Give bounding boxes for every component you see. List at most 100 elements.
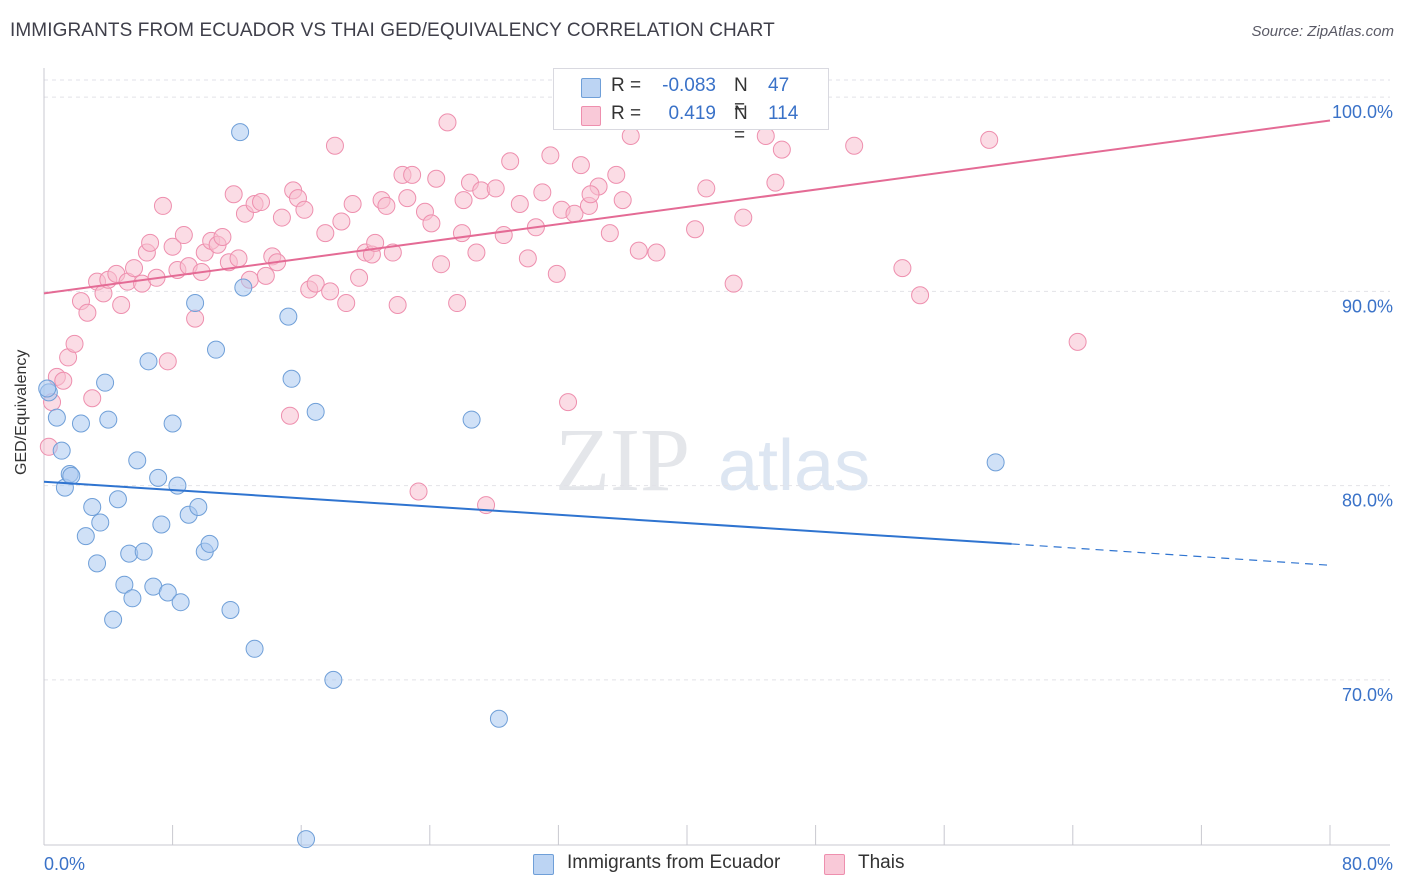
ecuador-point [91,513,110,532]
thai-point [734,208,753,227]
axes [43,68,1390,846]
thai-point [486,179,505,198]
thai-trend-line [43,119,1331,295]
ecuador-point [986,453,1005,472]
thai-point [398,189,417,208]
thai-point [153,196,172,215]
legend-r-value-thai: 0.419 [668,103,716,124]
ecuador-point [62,466,81,485]
ecuador-point [104,610,123,629]
thai-point [756,126,775,145]
thai-point [621,126,640,145]
legend-r-label: R = [611,75,642,96]
legend-r-value-ecuador: -0.083 [662,75,716,96]
thai-point [280,406,299,425]
ecuador-point [47,408,66,427]
watermark-atlas: atlas [718,426,870,506]
ecuador-trend-line [43,480,1012,545]
ecuador-point [189,498,208,517]
thai-point [845,136,864,155]
thai-point [541,146,560,165]
ecuador-point [158,583,177,602]
thai-point [559,393,578,412]
thai-point [306,274,325,293]
ecuador-point [99,410,118,429]
thai-point [316,224,335,243]
grid [44,79,1390,681]
thai-point [321,282,340,301]
y-tick-labels: 70.0% 80.0% 90.0% 100.0% [1332,102,1393,705]
ecuador-point [76,527,95,546]
thai-point [438,113,457,132]
thai-point [422,214,441,233]
ecuador-point [324,670,343,689]
thai-point [607,165,626,184]
thai-point [686,220,705,239]
thai-point [83,389,102,408]
thai-point [343,194,362,213]
thai-point [647,243,666,262]
ecuador-point [234,278,253,297]
thai-point [454,191,473,210]
ecuador-point [163,414,182,433]
thai-point [186,309,205,328]
legend-n-value-ecuador: 47 [768,75,790,96]
correlation-legend: R = -0.083 N = 47 R = 0.419 N = 114 [553,68,829,146]
thai-point [377,196,396,215]
thai-point [174,226,193,245]
bottom-legend-swatch-ecuador [533,854,554,875]
thai-point [388,295,407,314]
x-tick-label: 80.0% [1342,854,1393,874]
source-label: Source: ZipAtlas.com [1251,23,1394,40]
ecuador-point [171,593,190,612]
ecuador-trend-extension [1011,543,1331,566]
ecuador-point [96,373,115,392]
thai-point [501,152,520,171]
thai-point [65,334,84,353]
thai-point [467,243,486,262]
y-tick-label: 90.0% [1342,296,1393,316]
watermark-zip: ZIP [555,411,690,510]
thai-point [600,224,619,243]
ecuador-point [306,402,325,421]
ecuador-point [139,352,158,371]
legend-swatch-ecuador [581,78,601,98]
ecuador-point [88,554,107,573]
thai-point [724,274,743,293]
thai-point [272,208,291,227]
thai-point [432,255,451,274]
thai-point [332,212,351,231]
thai-point [911,286,930,305]
chart-title: IMMIGRANTS FROM ECUADOR VS THAI GED/EQUI… [10,20,775,41]
legend-swatch-thai [581,106,601,126]
thai-point [325,136,344,155]
ecuador-point [152,515,171,534]
thai-point [980,130,999,149]
ecuador-point [221,600,240,619]
thai-point [252,193,271,212]
trend-lines [43,119,1331,566]
ecuador-point [123,589,142,608]
thai-point [350,268,369,287]
ecuador-point [282,369,301,388]
thai-point [78,303,97,322]
thai-point [629,241,648,260]
legend-r-label: R = [611,103,642,124]
thai-point [697,179,716,198]
thai-point [893,259,912,278]
ecuador-point [186,294,205,313]
thai-point [766,173,785,192]
thai-point [518,249,537,268]
x-tick-label: 0.0% [44,854,85,874]
y-tick-label: 100.0% [1332,102,1393,122]
ecuador-point [297,830,316,849]
watermark: ZIP atlas [555,411,870,510]
thai-point [112,295,131,314]
x-tick-labels: 0.0% 80.0% [44,854,1393,874]
bottom-legend-label-ecuador: Immigrants from Ecuador [567,852,781,873]
ecuador-point [71,414,90,433]
thai-point [125,259,144,278]
thai-point [158,352,177,371]
ecuador-point [115,575,134,594]
